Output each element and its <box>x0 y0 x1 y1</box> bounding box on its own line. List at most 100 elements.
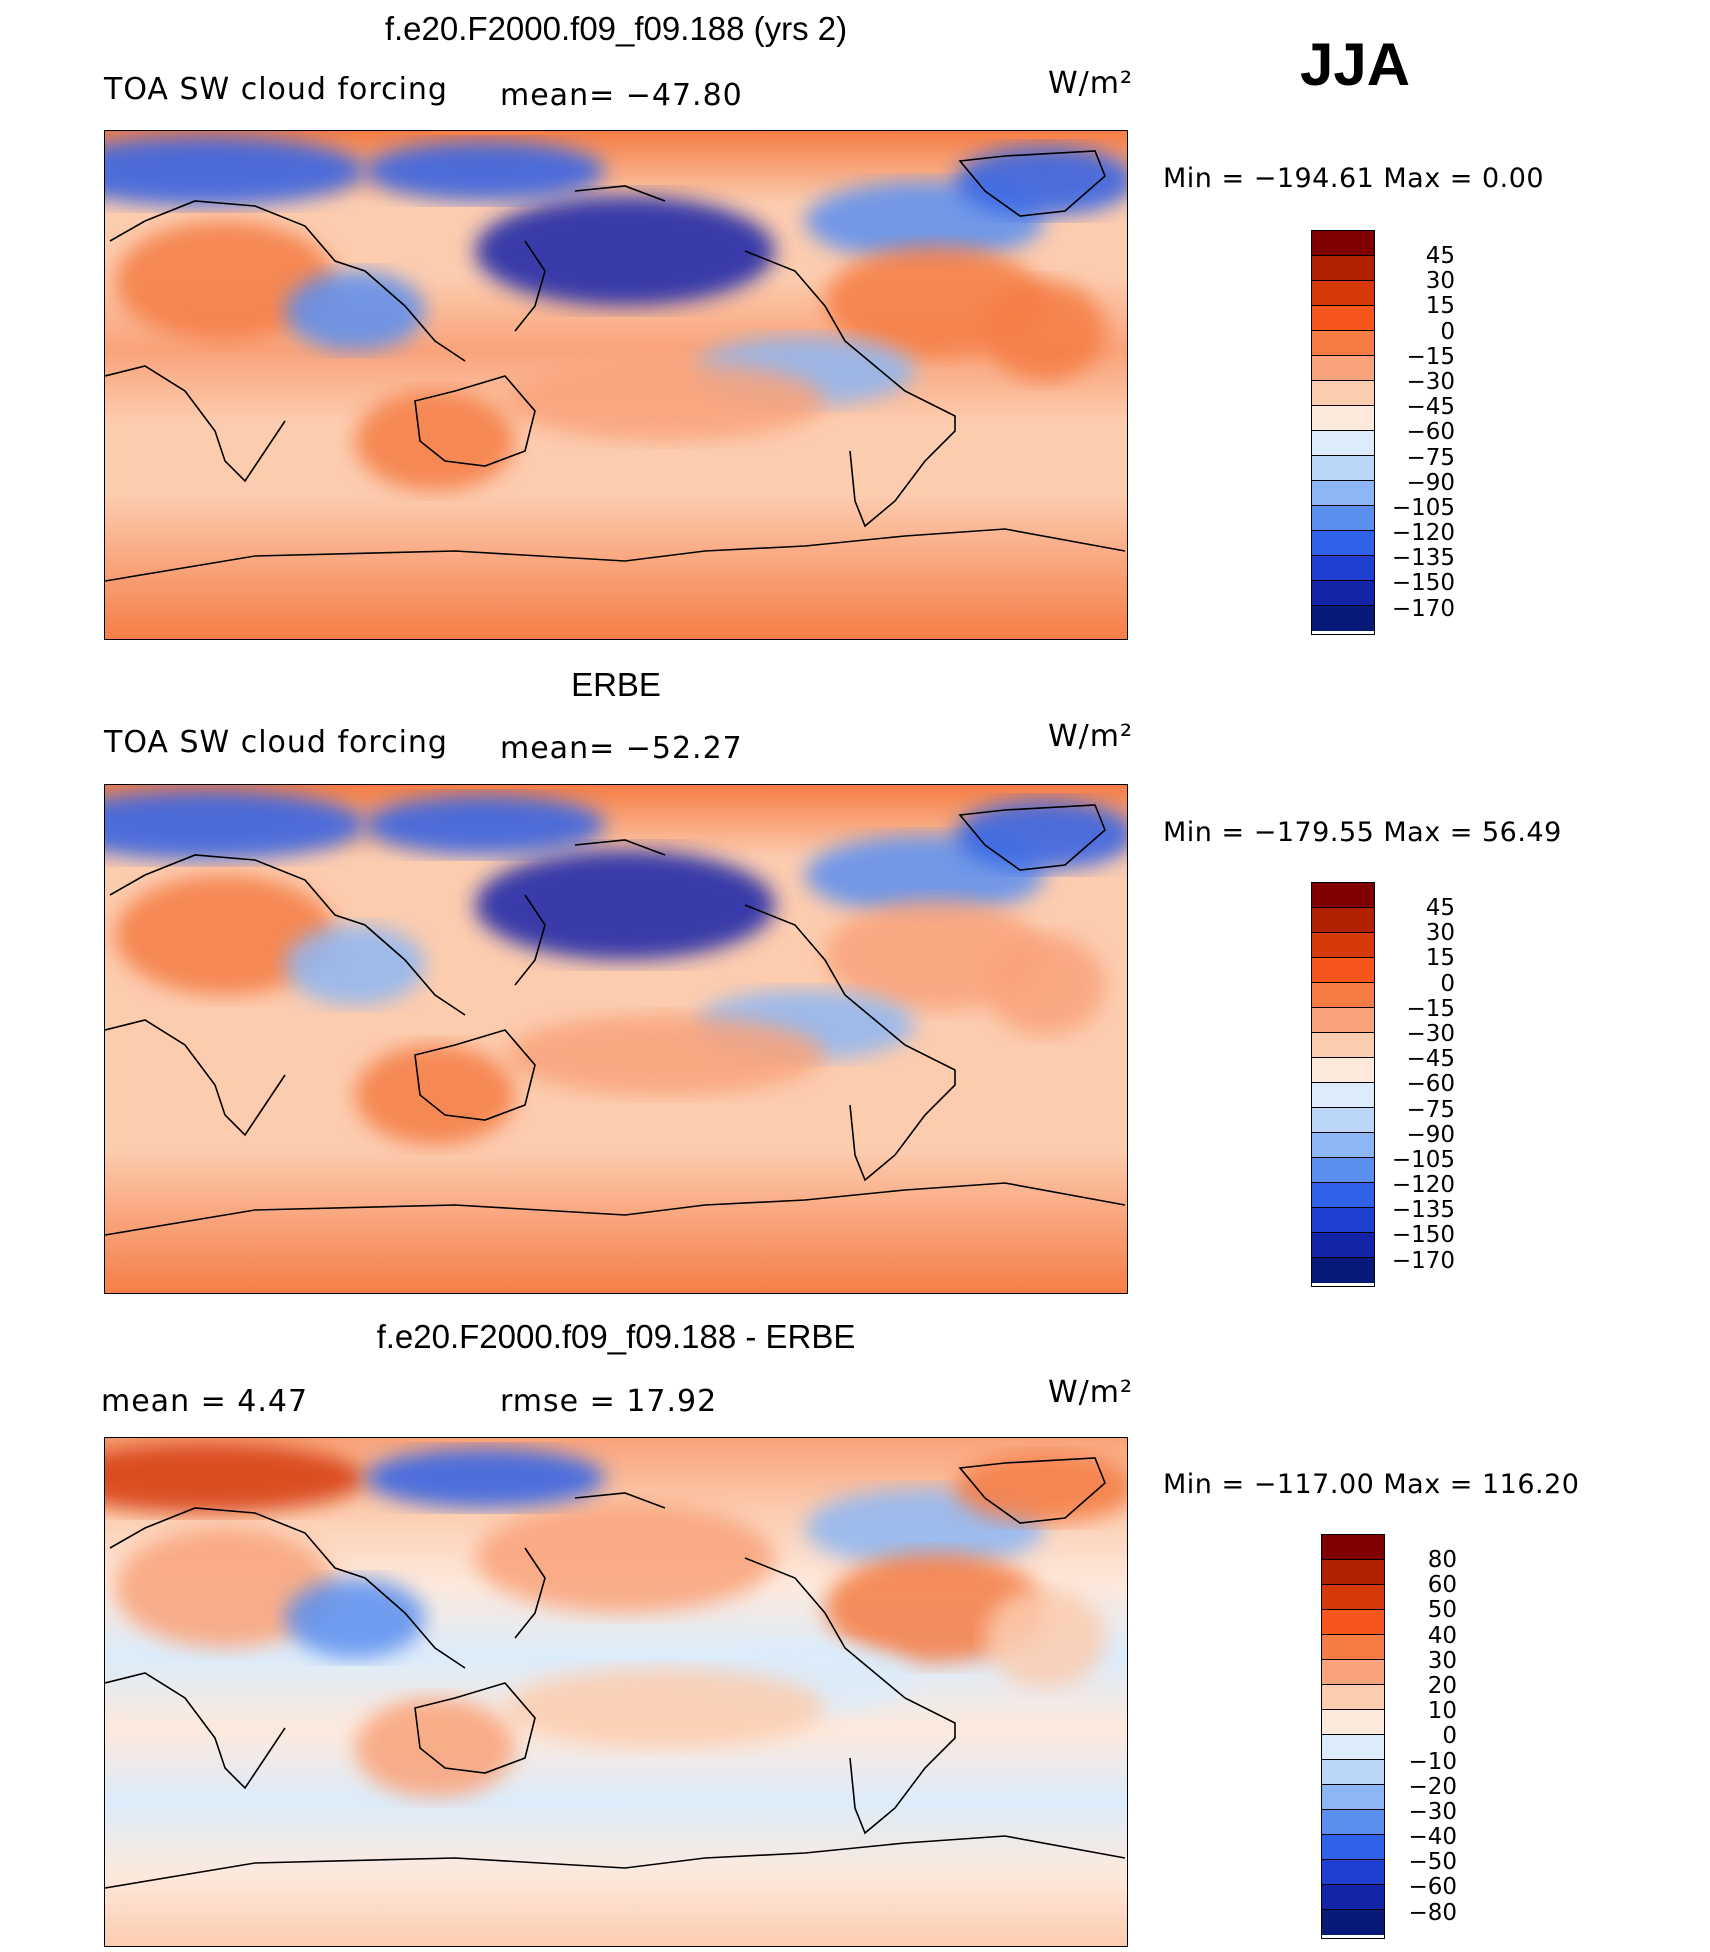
colorbar-swatch <box>1322 1810 1384 1835</box>
colorbar-swatch <box>1312 1183 1374 1208</box>
colorbar-tick-label: −135 <box>1391 545 1455 572</box>
coastline <box>514 1547 546 1639</box>
colorbar-tick-label: −170 <box>1391 595 1455 622</box>
coastline <box>105 365 286 483</box>
colorbar-tick-label: −75 <box>1406 444 1455 471</box>
colorbar-tick-label: −90 <box>1406 1121 1455 1148</box>
season-label: JJA <box>1300 31 1411 98</box>
colorbar-tick-label: 30 <box>1425 920 1455 947</box>
colorbar-swatch <box>1322 1785 1384 1810</box>
panel-1-colorbar <box>1311 230 1375 635</box>
colorbar-tick-label: 30 <box>1427 1647 1457 1674</box>
colorbar-tick-label: −30 <box>1406 368 1455 395</box>
colorbar-swatch <box>1312 883 1374 908</box>
colorbar-swatch <box>1312 1233 1374 1258</box>
coastline <box>574 839 666 856</box>
panel-3-colorbar-labels: 80 60 50 40 30 20 10 0 −10 −20 −30 −40 −50 −60 −80 <box>1385 1547 1457 1926</box>
map-field-region <box>475 1503 775 1613</box>
panel-3-mean-label: mean = 4.47 <box>101 1384 309 1419</box>
colorbar-swatch <box>1312 381 1374 406</box>
panel-2-mean-label: mean= −52.27 <box>500 731 743 766</box>
coastline <box>958 804 1106 871</box>
map-field-region <box>365 1448 605 1508</box>
map-field-region <box>365 141 605 201</box>
colorbar-tick-label: −75 <box>1406 1096 1455 1123</box>
colorbar-swatch <box>1322 1610 1384 1635</box>
colorbar-tick-label: 45 <box>1425 243 1455 269</box>
colorbar-swatch <box>1312 1133 1374 1158</box>
map-field-region <box>985 935 1105 1035</box>
colorbar-swatch <box>1312 331 1374 356</box>
colorbar-tick-label: −150 <box>1391 570 1455 597</box>
colorbar-swatch <box>1312 606 1374 631</box>
colorbar-tick-label: 10 <box>1427 1698 1457 1725</box>
colorbar-swatch <box>1322 1860 1384 1885</box>
panel-1-variable-label: TOA SW cloud forcing <box>104 72 448 107</box>
coastline <box>105 528 1126 582</box>
panel-2-map <box>104 784 1128 1294</box>
panel-2-units: W/m² <box>1048 719 1134 754</box>
map-field-region <box>285 271 425 351</box>
colorbar-tick-label: −15 <box>1406 343 1455 370</box>
colorbar-swatch <box>1312 933 1374 958</box>
colorbar-swatch <box>1312 908 1374 933</box>
coastline <box>109 200 466 362</box>
colorbar-swatch <box>1322 1560 1384 1585</box>
coastline <box>958 1457 1106 1524</box>
panel-2-colorbar <box>1311 882 1375 1287</box>
map-field-region <box>115 875 335 995</box>
coastline <box>105 1672 286 1790</box>
panel-1-title: f.e20.F2000.f09_f09.188 (yrs 2) <box>384 10 848 47</box>
colorbar-swatch <box>1312 506 1374 531</box>
coastline <box>105 1182 1126 1236</box>
map-field-region <box>955 146 1127 216</box>
colorbar-swatch <box>1322 1835 1384 1860</box>
coastline <box>574 185 666 202</box>
colorbar-swatch <box>1312 256 1374 281</box>
colorbar-swatch <box>1312 431 1374 456</box>
colorbar-swatch <box>1322 1760 1384 1785</box>
panel-3-title: f.e20.F2000.f09_f09.188 - ERBE <box>376 1318 856 1355</box>
colorbar-tick-label: 0 <box>1442 1723 1457 1750</box>
colorbar-tick-label: −45 <box>1406 394 1455 421</box>
panel-1-min-max: Min = −194.61 Max = 0.00 <box>1163 163 1545 194</box>
colorbar-swatch <box>1312 1008 1374 1033</box>
coastline <box>109 854 466 1016</box>
map-field-region <box>105 1443 365 1513</box>
colorbar-swatch <box>1322 1735 1384 1760</box>
panel-3-rmse-label: rmse = 17.92 <box>500 1384 718 1419</box>
colorbar-swatch <box>1312 281 1374 306</box>
panel-1-map <box>104 130 1128 640</box>
colorbar-swatch <box>1312 306 1374 331</box>
colorbar-tick-label: −135 <box>1391 1197 1455 1224</box>
colorbar-swatch <box>1322 1635 1384 1660</box>
panel-3-map-svg <box>105 1438 1127 1946</box>
panel-2-title: ERBE <box>571 666 661 703</box>
colorbar-tick-label: −45 <box>1406 1046 1455 1073</box>
colorbar-swatch <box>1312 1033 1374 1058</box>
colorbar-swatch <box>1322 1910 1384 1935</box>
colorbar-swatch <box>1312 958 1374 983</box>
colorbar-swatch <box>1312 231 1374 256</box>
map-field-region <box>115 221 335 341</box>
map-field-region <box>955 800 1127 870</box>
map-field-region <box>105 790 365 860</box>
colorbar-tick-label: −10 <box>1408 1748 1457 1775</box>
colorbar-tick-label: −50 <box>1408 1849 1457 1876</box>
coastline <box>514 894 546 986</box>
colorbar-tick-label: −105 <box>1391 1146 1455 1173</box>
map-field-region <box>985 281 1105 381</box>
coastline <box>744 904 956 1182</box>
colorbar-swatch <box>1312 481 1374 506</box>
colorbar-swatch <box>1322 1885 1384 1910</box>
colorbar-tick-label: −20 <box>1408 1773 1457 1800</box>
map-field-region <box>505 1668 825 1748</box>
map-field-region <box>285 925 425 1005</box>
colorbar-tick-label: 30 <box>1425 268 1455 295</box>
coastline <box>414 1682 536 1774</box>
map-field-region <box>285 1578 425 1658</box>
panel-3-map <box>104 1437 1128 1947</box>
colorbar-swatch <box>1322 1535 1384 1560</box>
coastline <box>105 1835 1126 1889</box>
colorbar-tick-label: 60 <box>1427 1572 1457 1599</box>
